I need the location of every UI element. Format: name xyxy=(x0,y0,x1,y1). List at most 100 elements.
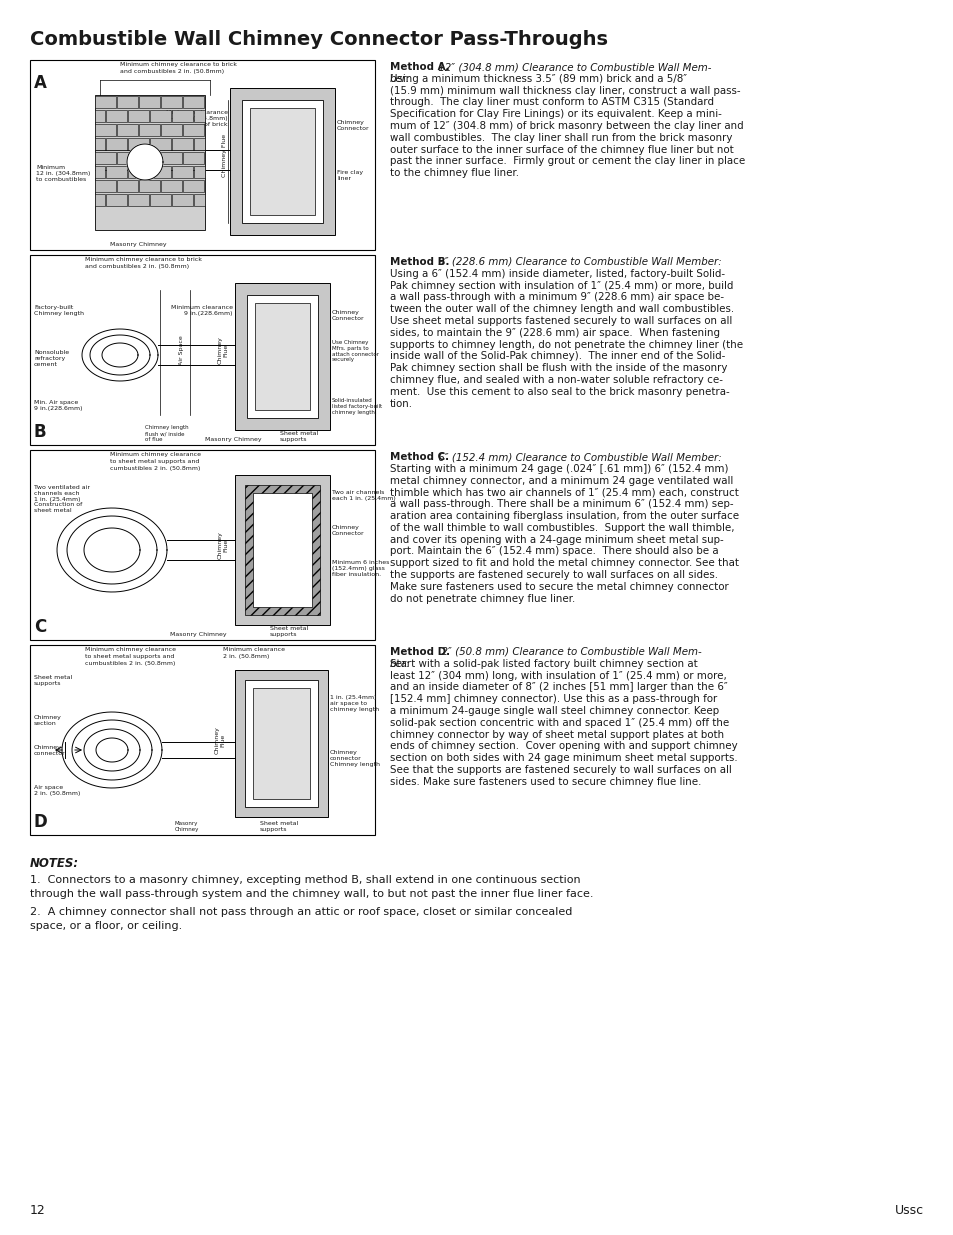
Text: Start with a solid-pak listed factory built chimney section at: Start with a solid-pak listed factory bu… xyxy=(390,658,697,669)
Bar xyxy=(117,180,138,191)
Text: 2 in. (50.8mm): 2 in. (50.8mm) xyxy=(223,655,269,659)
Text: Chimney
Flue: Chimney Flue xyxy=(214,726,225,753)
Text: Sheet metal
supports: Sheet metal supports xyxy=(34,676,72,685)
Bar xyxy=(150,194,171,206)
Text: (15.9 mm) minimum wall thickness clay liner, construct a wall pass-: (15.9 mm) minimum wall thickness clay li… xyxy=(390,85,740,95)
Text: Chimney
connector: Chimney connector xyxy=(34,745,66,756)
Text: outer surface to the inner surface of the chimney flue liner but not: outer surface to the inner surface of th… xyxy=(390,144,733,154)
Text: port. Maintain the 6″ (152.4 mm) space.  There should also be a: port. Maintain the 6″ (152.4 mm) space. … xyxy=(390,546,718,557)
Bar xyxy=(150,110,171,122)
Bar xyxy=(128,138,149,149)
Bar xyxy=(95,152,116,164)
Text: least 12″ (304 mm) long, with insulation of 1″ (25.4 mm) or more,: least 12″ (304 mm) long, with insulation… xyxy=(390,671,726,680)
Text: Use sheet metal supports fastened securely to wall surfaces on all: Use sheet metal supports fastened secure… xyxy=(390,316,732,326)
Bar xyxy=(193,165,205,178)
Bar xyxy=(193,110,205,122)
Text: [152.4 mm] chimney connector). Use this as a pass-through for: [152.4 mm] chimney connector). Use this … xyxy=(390,694,717,704)
Text: to sheet metal supports and: to sheet metal supports and xyxy=(110,459,199,464)
Text: mum of 12″ (304.8 mm) of brick masonry between the clay liner and: mum of 12″ (304.8 mm) of brick masonry b… xyxy=(390,121,742,131)
Text: a wall pass-through. There shall be a minimum 6″ (152.4 mm) sep-: a wall pass-through. There shall be a mi… xyxy=(390,499,733,509)
Bar xyxy=(234,671,328,818)
Text: Chimney
Connector: Chimney Connector xyxy=(332,310,364,321)
Bar xyxy=(117,152,138,164)
Text: metal chimney connector, and a minimum 24 gage ventilated wall: metal chimney connector, and a minimum 2… xyxy=(390,475,733,485)
Text: See that the supports are fastened securely to wall surfaces on all: See that the supports are fastened secur… xyxy=(390,764,731,776)
Text: 1 in. (25.4mm)
air space to
chimney length: 1 in. (25.4mm) air space to chimney leng… xyxy=(330,695,378,711)
Text: aration area containing fiberglass insulation, from the outer surface: aration area containing fiberglass insul… xyxy=(390,511,739,521)
Text: tween the outer wall of the chimney length and wall combustibles.: tween the outer wall of the chimney leng… xyxy=(390,304,734,314)
Bar xyxy=(106,165,127,178)
Bar xyxy=(128,165,149,178)
Text: to sheet metal supports and: to sheet metal supports and xyxy=(85,655,174,659)
Text: wall combustibles.  The clay liner shall run from the brick masonry: wall combustibles. The clay liner shall … xyxy=(390,133,732,143)
Bar xyxy=(172,138,193,149)
Bar xyxy=(230,88,335,235)
Bar xyxy=(95,95,205,230)
Text: Combustible Wall Chimney Connector Pass-Throughs: Combustible Wall Chimney Connector Pass-… xyxy=(30,30,607,49)
Text: Minimum chimney clearance to brick: Minimum chimney clearance to brick xyxy=(120,62,236,67)
Text: 9″ (228.6 mm) Clearance to Combustible Wall Member:: 9″ (228.6 mm) Clearance to Combustible W… xyxy=(435,257,721,267)
Text: ment.  Use this cement to also seal to the brick masonry penetra-: ment. Use this cement to also seal to th… xyxy=(390,387,729,396)
Text: Method D.: Method D. xyxy=(390,647,450,657)
Text: sides. Make sure fasteners used to secure chimney flue line.: sides. Make sure fasteners used to secur… xyxy=(390,777,700,787)
Text: chimney connector by way of sheet metal support plates at both: chimney connector by way of sheet metal … xyxy=(390,730,723,740)
Text: Make sure fasteners used to secure the metal chimney connector: Make sure fasteners used to secure the m… xyxy=(390,582,728,592)
Bar xyxy=(106,110,127,122)
Bar xyxy=(30,450,375,640)
Bar xyxy=(183,152,204,164)
Text: chimney flue, and sealed with a non-water soluble refractory ce-: chimney flue, and sealed with a non-wate… xyxy=(390,375,722,385)
Text: through the wall pass-through system and the chimney wall, to but not past the i: through the wall pass-through system and… xyxy=(30,889,593,899)
Bar xyxy=(139,96,160,107)
Text: Sheet metal
supports: Sheet metal supports xyxy=(260,821,298,832)
Text: Two ventilated air
channels each
1 in. (25.4mm)
Construction of
sheet metal: Two ventilated air channels each 1 in. (… xyxy=(34,485,90,514)
Polygon shape xyxy=(127,144,163,180)
Text: and combustibles 2 in. (50.8mm): and combustibles 2 in. (50.8mm) xyxy=(120,69,224,74)
Text: Minimum chimney clearance to brick: Minimum chimney clearance to brick xyxy=(85,257,202,262)
Bar xyxy=(139,180,160,191)
Text: 2″ (50.8 mm) Clearance to Combustible Wall Mem-: 2″ (50.8 mm) Clearance to Combustible Wa… xyxy=(435,647,701,657)
Text: Specification for Clay Fire Linings) or its equivalent. Keep a mini-: Specification for Clay Fire Linings) or … xyxy=(390,109,721,120)
Text: and cover its opening with a 24-gage minimum sheet metal sup-: and cover its opening with a 24-gage min… xyxy=(390,535,723,545)
Bar xyxy=(234,283,330,430)
Text: the supports are fastened securely to wall surfaces on all sides.: the supports are fastened securely to wa… xyxy=(390,571,718,580)
Bar xyxy=(106,138,127,149)
Text: solid-pak section concentric with and spaced 1″ (25.4 mm) off the: solid-pak section concentric with and sp… xyxy=(390,718,728,727)
Text: tion.: tion. xyxy=(390,399,413,409)
Text: 12: 12 xyxy=(30,1204,46,1216)
Text: cumbustibles 2 in. (50.8mm): cumbustibles 2 in. (50.8mm) xyxy=(85,661,175,666)
Bar xyxy=(183,180,204,191)
Bar xyxy=(253,493,312,606)
Text: Chimney
Connector: Chimney Connector xyxy=(332,525,364,536)
Bar xyxy=(193,194,205,206)
Text: 12″ (304.8 mm) Clearance to Combustible Wall Mem-: 12″ (304.8 mm) Clearance to Combustible … xyxy=(435,62,711,72)
Text: A: A xyxy=(34,74,47,91)
Bar xyxy=(95,124,116,136)
Text: past the inner surface.  Firmly grout or cement the clay liner in place: past the inner surface. Firmly grout or … xyxy=(390,157,744,167)
Text: Chimney
section: Chimney section xyxy=(34,715,62,726)
Bar xyxy=(245,485,319,615)
Bar xyxy=(106,194,127,206)
Text: Masonry Chimney: Masonry Chimney xyxy=(110,242,167,247)
Text: ends of chimney section.  Cover opening with and support chimney: ends of chimney section. Cover opening w… xyxy=(390,741,737,751)
Text: Nonsoluble
refractory
cement: Nonsoluble refractory cement xyxy=(34,350,69,367)
Bar xyxy=(150,165,171,178)
Text: inside wall of the Solid-Pak chimney).  The inner end of the Solid-: inside wall of the Solid-Pak chimney). T… xyxy=(390,352,724,362)
Bar xyxy=(234,475,330,625)
Text: 2.  A chimney connector shall not pass through an attic or roof space, closet or: 2. A chimney connector shall not pass th… xyxy=(30,906,572,918)
Bar xyxy=(117,124,138,136)
Text: Chimney
Connector: Chimney Connector xyxy=(336,120,369,131)
Text: Pak chimney section shall be flush with the inside of the masonry: Pak chimney section shall be flush with … xyxy=(390,363,727,373)
Text: Minimum 6 inches
(152.4mm) glass
fiber insulation.: Minimum 6 inches (152.4mm) glass fiber i… xyxy=(332,559,389,577)
Text: NOTES:: NOTES: xyxy=(30,857,79,869)
Text: Chimney
connector
Chimney length: Chimney connector Chimney length xyxy=(330,750,379,767)
Text: of the wall thimble to wall combustibles.  Support the wall thimble,: of the wall thimble to wall combustibles… xyxy=(390,522,734,532)
Text: through.  The clay liner must conform to ASTM C315 (Standard: through. The clay liner must conform to … xyxy=(390,98,713,107)
Text: Minimum
12 in. (304.8mm)
to combustibles: Minimum 12 in. (304.8mm) to combustibles xyxy=(36,165,91,182)
Text: Minimum clearance
9 in.(228.6mm): Minimum clearance 9 in.(228.6mm) xyxy=(171,305,233,316)
Text: Using a 6″ (152.4 mm) inside diameter, listed, factory-built Solid-: Using a 6″ (152.4 mm) inside diameter, l… xyxy=(390,269,724,279)
Text: ber:: ber: xyxy=(390,74,410,84)
Text: 6″ (152.4 mm) Clearance to Combustible Wall Member:: 6″ (152.4 mm) Clearance to Combustible W… xyxy=(435,452,721,462)
Bar xyxy=(161,152,182,164)
Bar xyxy=(150,138,171,149)
Bar xyxy=(95,96,116,107)
